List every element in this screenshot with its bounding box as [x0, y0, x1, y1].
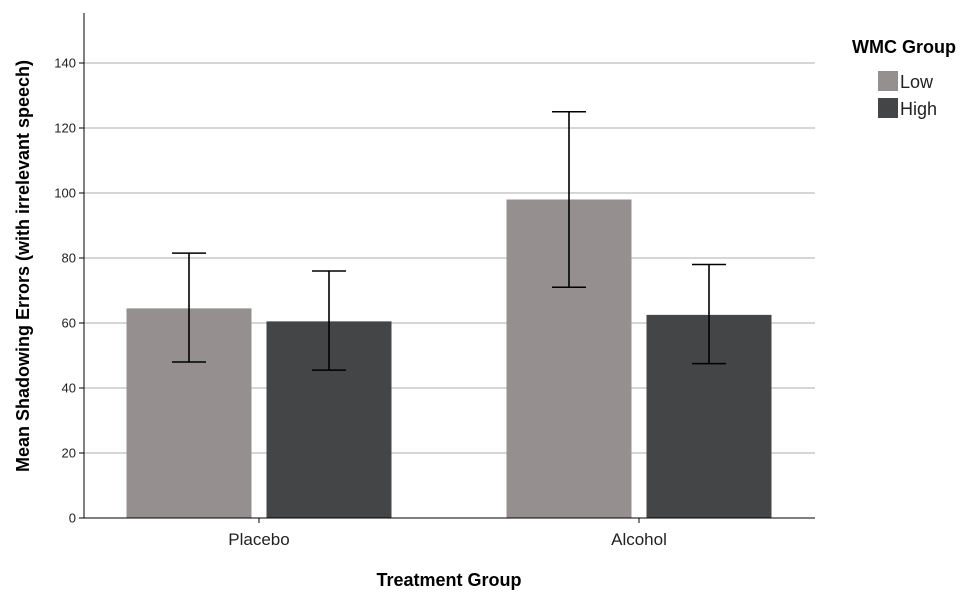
x-tick-label-placebo: Placebo [228, 530, 289, 549]
y-tick-label: 60 [62, 316, 76, 331]
y-tick-label: 0 [69, 511, 76, 526]
y-tick-label: 120 [54, 121, 76, 136]
error-bars [172, 110, 726, 371]
error-bar-low-placebo [172, 252, 206, 363]
legend-label-high: High [900, 99, 937, 119]
error-bar-high-placebo [312, 270, 346, 371]
legend: WMC Group Low High [852, 37, 956, 119]
legend-swatch-high [878, 98, 898, 118]
x-tick-labels: Placebo Alcohol [228, 518, 667, 549]
bars [126, 199, 772, 518]
y-tick-label: 80 [62, 251, 76, 266]
legend-label-low: Low [900, 72, 934, 92]
x-tick-label-alcohol: Alcohol [611, 530, 667, 549]
error-bar-low-alcohol [552, 110, 586, 289]
error-bar-high-alcohol [692, 263, 726, 365]
y-tick-label: 40 [62, 381, 76, 396]
y-tick-labels: 0 20 40 60 80 100 120 140 [54, 56, 84, 526]
legend-swatch-low [878, 71, 898, 91]
legend-title: WMC Group [852, 37, 956, 57]
y-tick-label: 100 [54, 186, 76, 201]
y-axis-title: Mean Shadowing Errors (with irrelevant s… [13, 60, 33, 472]
axes [83, 13, 815, 519]
y-tick-label: 20 [62, 446, 76, 461]
x-axis-title: Treatment Group [376, 570, 521, 590]
y-tick-label: 140 [54, 56, 76, 71]
